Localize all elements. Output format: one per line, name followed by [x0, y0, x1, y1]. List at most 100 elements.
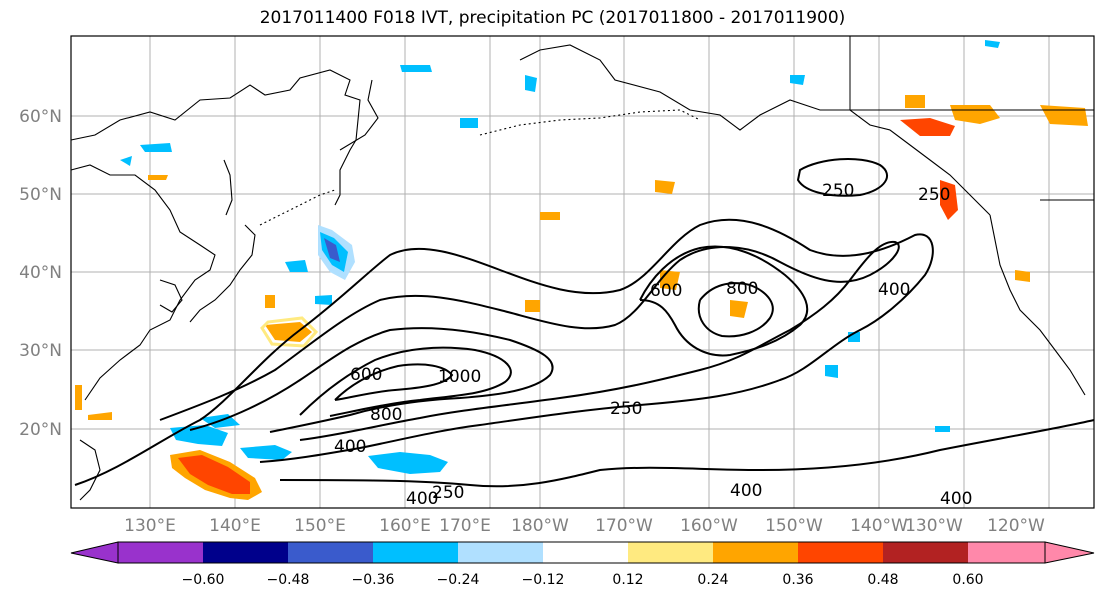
lat-label: 20°N: [19, 420, 62, 440]
lat-label: 60°N: [19, 107, 62, 127]
colorbar-tick-label: 0.24: [697, 572, 728, 588]
coastline-korea: [159, 279, 183, 313]
colorbar-tick-labels: −0.60 −0.48 −0.36 −0.24 −0.12 0.12 0.24 …: [182, 572, 984, 588]
lon-label: 160°W: [680, 516, 738, 536]
colorbar-swatch: [373, 542, 458, 563]
colorbar-swatch: [883, 542, 968, 563]
precip-positive-region: [730, 300, 748, 318]
precip-negative-region: [315, 295, 332, 305]
border-alaska-canada: [849, 36, 1094, 111]
precip-positive-region: [265, 295, 275, 308]
colorbar-tick-label: 0.12: [612, 572, 643, 588]
precip-negative-region: [324, 238, 340, 262]
colorbar-swatch: [288, 542, 373, 563]
precip-positive-region: [655, 180, 675, 194]
contour-label: 400: [334, 437, 366, 457]
colorbar-tick-label: 0.36: [782, 572, 813, 588]
lat-label: 40°N: [19, 263, 62, 283]
lon-label: 140°E: [209, 516, 261, 536]
colorbar-swatch: [628, 542, 713, 563]
contour-label: 800: [726, 279, 758, 299]
precip-negative-region: [525, 75, 537, 92]
contour-labels: 250 250 250 250 400 400 400 400 400 600 …: [334, 181, 972, 509]
coastline-us-west: [989, 214, 1086, 396]
graticule: [71, 36, 1094, 508]
precip-positive-region: [900, 118, 955, 136]
colorbar-swatch: [798, 542, 883, 563]
lon-label: 170°E: [439, 516, 491, 536]
precip-positive-region: [525, 300, 540, 312]
precip-negative-region: [790, 75, 805, 85]
colorbar-tick-label: −0.48: [267, 572, 310, 588]
coastline-asia-mainland: [70, 164, 216, 401]
precip-negative-region: [120, 156, 132, 166]
precip-negative-region: [460, 118, 478, 128]
coastline-aleutian-islands: [479, 109, 701, 136]
precip-negative-region: [170, 425, 228, 446]
lat-labels: 60°N 50°N 40°N 30°N 20°N: [19, 107, 62, 440]
colorbar-tick-label: −0.24: [437, 572, 480, 588]
precip-negative-region: [240, 445, 292, 460]
coastline-siberia: [70, 69, 361, 206]
precip-positive-outline: [260, 316, 319, 348]
colorbar-swatch: [458, 542, 543, 563]
precip-negative-region: [400, 65, 432, 72]
precip-negative-region: [985, 40, 1000, 48]
lat-label: 30°N: [19, 341, 62, 361]
contour-label: 1000: [438, 367, 481, 387]
precip-positive-region: [148, 175, 168, 180]
contour-label: 600: [650, 281, 682, 301]
contour-label: 250: [432, 483, 464, 503]
lon-label: 150°W: [765, 516, 823, 536]
ivt-contour-250-northeast: [796, 157, 888, 197]
precip-positive-region: [1015, 270, 1030, 282]
precip-positive-region: [75, 385, 82, 410]
colorbar-tick-label: −0.12: [522, 572, 565, 588]
ivt-contour-800-east: [697, 282, 774, 338]
colorbar-swatch: [543, 542, 628, 563]
colorbar-outline: [117, 541, 1046, 564]
colorbar-swatch: [968, 542, 1045, 563]
lon-label: 120°W: [987, 516, 1045, 536]
contour-label: 250: [610, 399, 642, 419]
precip-negative-region: [825, 365, 838, 378]
precip-positive-region: [940, 180, 958, 220]
ivt-contours: [74, 157, 1095, 488]
precip-positive-region: [178, 455, 250, 494]
map-title: 2017011400 F018 IVT, precipitation PC (2…: [259, 8, 846, 28]
precip-positive-region: [540, 212, 560, 220]
colorbar-extend-high: [1044, 541, 1095, 564]
ivt-contour-250: [74, 218, 934, 486]
contour-label: 400: [940, 489, 972, 509]
contour-label: 600: [350, 365, 382, 385]
contour-label: 800: [370, 405, 402, 425]
colorbar-tick-label: 0.60: [952, 572, 983, 588]
ivt-contour-250-south: [279, 419, 1095, 488]
contour-label: 400: [730, 481, 762, 501]
coastline-sakhalin: [223, 159, 233, 216]
ivt-contour-1000: [334, 363, 454, 401]
map-frame: [70, 35, 1095, 509]
contour-label: 250: [822, 181, 854, 201]
coastline-kamchatka: [339, 79, 379, 151]
ivt-contour-600-east: [639, 245, 809, 357]
contour-label: 400: [878, 280, 910, 300]
colorbar-tick-label: 0.48: [867, 572, 898, 588]
colorbar: [70, 541, 1095, 564]
coastline-alaska: [519, 44, 991, 216]
precip-positive-region: [88, 412, 112, 420]
colorbar-swatch: [118, 542, 203, 563]
lon-label: 180°W: [511, 516, 569, 536]
contour-label: 250: [918, 185, 950, 205]
lon-label: 160°E: [379, 516, 431, 536]
coastline-japan: [189, 224, 256, 323]
precip-positive-region: [265, 322, 312, 342]
precip-negative-region: [140, 143, 172, 152]
precip-negative-region: [368, 452, 448, 474]
ivt-contour-800: [299, 346, 512, 417]
coastlines: [70, 36, 1094, 501]
ivt-contour-600: [189, 327, 554, 433]
lon-label: 150°E: [294, 516, 346, 536]
lat-label: 50°N: [19, 185, 62, 205]
